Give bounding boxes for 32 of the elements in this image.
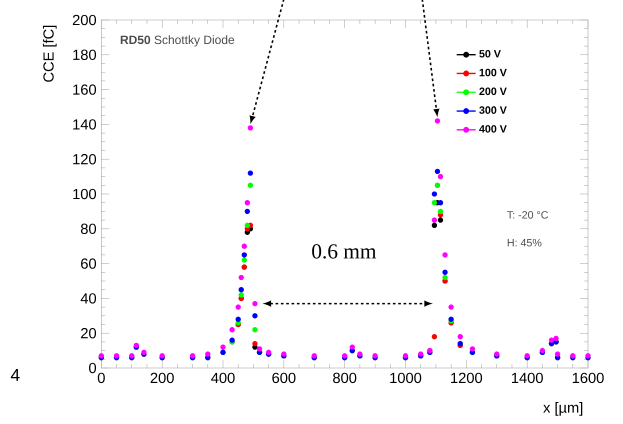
legend-label: 300 V (479, 106, 507, 114)
annotation: H: 45% (508, 238, 542, 246)
x-tick-label: 1400 (512, 372, 543, 384)
y-tick-label: 140 (73, 119, 96, 130)
y-tick-label: 200 (72, 14, 96, 26)
annotation: T: -20 °C (507, 211, 548, 219)
x-tick-label: 600 (272, 372, 296, 384)
x-tick-label: 1000 (390, 372, 422, 384)
x-tick-label: 200 (150, 372, 174, 384)
text: 4 (10, 369, 20, 381)
y-tick-label: 160 (73, 84, 96, 95)
y-tick-label: 80 (80, 224, 96, 234)
x-tick-label: 400 (211, 372, 235, 384)
x-tick-label: 1200 (451, 372, 482, 384)
x-axis-title: x [µm] (543, 402, 582, 416)
y-tick-label: 0 (89, 362, 96, 374)
legend-label: 400 V (479, 125, 507, 133)
annotation: RD50 Schottky Diode (120, 35, 234, 46)
legend-label: 100 V (480, 68, 507, 76)
y-tick-label: 40 (80, 293, 96, 304)
x-tick-label: 800 (333, 372, 356, 384)
y-tick-label: 100 (73, 188, 96, 200)
annotation: 0.6 mm (312, 244, 376, 259)
legend-label: 50 V (479, 50, 501, 58)
y-tick-label: 180 (73, 50, 96, 60)
y-tick-label: 60 (81, 258, 96, 269)
y-tick-label: 120 (73, 154, 96, 164)
legend-label: 200 V (479, 88, 507, 96)
y-tick-label: 20 (81, 328, 96, 338)
y-axis-title: CCE [fC] (42, 26, 57, 82)
x-tick-label: 1600 (572, 372, 604, 384)
x-tick-label: 0 (98, 372, 105, 384)
